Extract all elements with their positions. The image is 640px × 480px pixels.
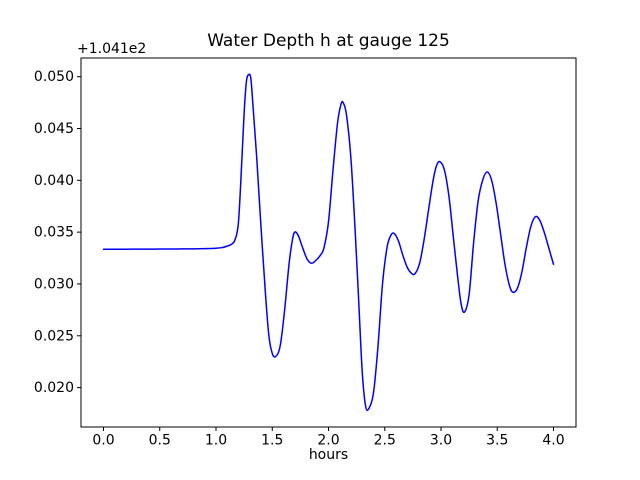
y-tick-label: 0.050 bbox=[34, 69, 74, 85]
chart-title: Water Depth h at gauge 125 bbox=[207, 31, 450, 51]
y-tick-label: 0.020 bbox=[34, 380, 74, 396]
y-tick-label: 0.030 bbox=[34, 276, 74, 292]
x-tick-label: 0.5 bbox=[149, 433, 171, 449]
x-axis-label: hours bbox=[308, 447, 349, 463]
y-axis-offset-label: +1.041e2 bbox=[77, 41, 147, 57]
x-tick-label: 1.0 bbox=[205, 433, 227, 449]
data-line-water-depth-h bbox=[102, 73, 555, 412]
x-tick-label: 3.0 bbox=[430, 433, 452, 449]
x-tick-label: 0.0 bbox=[92, 433, 114, 449]
y-tick-label: 0.045 bbox=[34, 121, 74, 137]
x-tick-label: 3.5 bbox=[486, 433, 508, 449]
x-tick-label: 2.5 bbox=[374, 433, 396, 449]
y-tick-label: 0.035 bbox=[34, 225, 74, 241]
x-tick-label: 4.0 bbox=[542, 433, 564, 449]
y-tick-label: 0.025 bbox=[34, 328, 74, 344]
x-tick-label: 1.5 bbox=[261, 433, 283, 449]
y-tick-label: 0.040 bbox=[34, 173, 74, 189]
x-tick-label: 2.0 bbox=[317, 433, 339, 449]
